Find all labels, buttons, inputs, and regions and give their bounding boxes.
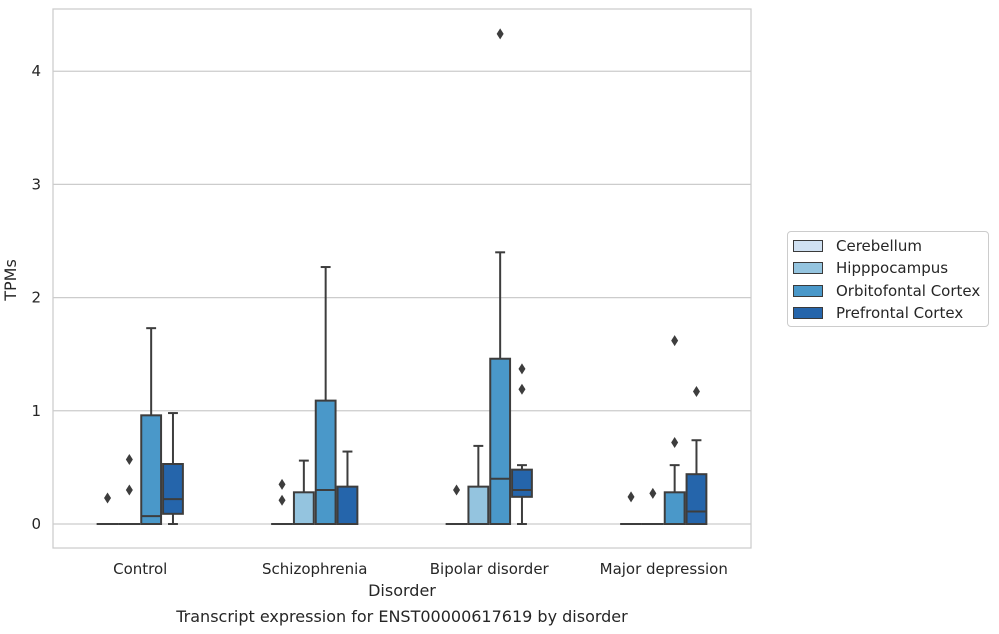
box-1-0 [118, 453, 141, 526]
legend-item-hippocampus: Hipppocampus [793, 258, 949, 277]
box-2-2 [489, 28, 512, 525]
y-tick-label: 0 [31, 515, 41, 533]
y-axis-label: TPMs [1, 259, 20, 302]
box-1-3 [641, 487, 664, 526]
box-body [685, 473, 708, 525]
x-tick-label: Major depression [600, 560, 728, 578]
y-tick-label: 3 [31, 175, 41, 193]
x-tick-labels: Control Schizophrenia Bipolar disorder Majo… [113, 560, 728, 578]
legend-label: Orbitofontal Cortex [836, 281, 981, 300]
y-tick-labels: 0 1 2 3 4 [31, 62, 41, 533]
box-body [336, 485, 359, 526]
legend-swatch [793, 284, 823, 297]
x-tick-label: Control [113, 560, 167, 578]
outlier-point [104, 492, 112, 504]
legend-item-orbitofrontal-cortex: Orbitofontal Cortex [793, 281, 981, 300]
y-tick-label: 1 [31, 402, 41, 420]
outlier-point [671, 335, 679, 347]
y-tick-label: 2 [31, 289, 41, 307]
box-0-0 [96, 492, 119, 526]
box-body [162, 463, 184, 515]
box-body [663, 491, 686, 525]
box-2-0 [140, 327, 163, 525]
outlier-point [278, 478, 286, 490]
box-2-3 [663, 335, 686, 525]
legend-label: Prefrontal Cortex [836, 303, 964, 322]
outlier-point [125, 453, 133, 465]
y-tick-label: 4 [31, 62, 41, 80]
box-3-0 [162, 412, 184, 525]
outlier-point [496, 28, 504, 40]
chart-title: Transcript expression for ENST0000061761… [175, 607, 628, 626]
legend-swatch [793, 239, 823, 252]
boxes [96, 28, 708, 526]
box-1-1 [292, 459, 315, 525]
box-1-2 [467, 444, 490, 526]
box-0-1 [271, 478, 293, 526]
legend-item-prefrontal-cortex: Prefrontal Cortex [793, 303, 964, 322]
outlier-point [453, 484, 461, 496]
outlier-point [671, 436, 679, 448]
box-0-2 [445, 484, 468, 526]
outlier-point [649, 487, 657, 499]
box-3-2 [511, 363, 533, 525]
box-body [511, 468, 533, 498]
legend-label: Cerebellum [836, 236, 922, 255]
box-body [140, 414, 163, 525]
x-tick-label: Bipolar disorder [430, 560, 550, 578]
box-body [292, 491, 315, 525]
box-3-3 [685, 386, 708, 525]
outlier-point [627, 491, 635, 503]
outlier-point [518, 383, 526, 395]
box-body [489, 357, 512, 525]
legend-swatch [793, 306, 823, 319]
plot-area-frame [52, 8, 752, 549]
outlier-point [692, 386, 700, 398]
box-body [467, 485, 490, 526]
box-body [314, 399, 337, 525]
box-0-3 [620, 491, 642, 526]
legend-swatch [793, 261, 823, 274]
box-2-1 [314, 266, 337, 525]
x-tick-label: Schizophrenia [262, 560, 367, 578]
x-axis-label: Disorder [368, 581, 436, 600]
legend: Cerebellum Hipppocampus Orbitofontal Cor… [787, 231, 989, 327]
legend-label: Hipppocampus [836, 258, 949, 277]
box-3-1 [336, 450, 359, 526]
outlier-point [125, 484, 133, 496]
outlier-point [518, 363, 526, 375]
outlier-point [278, 494, 286, 506]
legend-item-cerebellum: Cerebellum [793, 236, 922, 255]
